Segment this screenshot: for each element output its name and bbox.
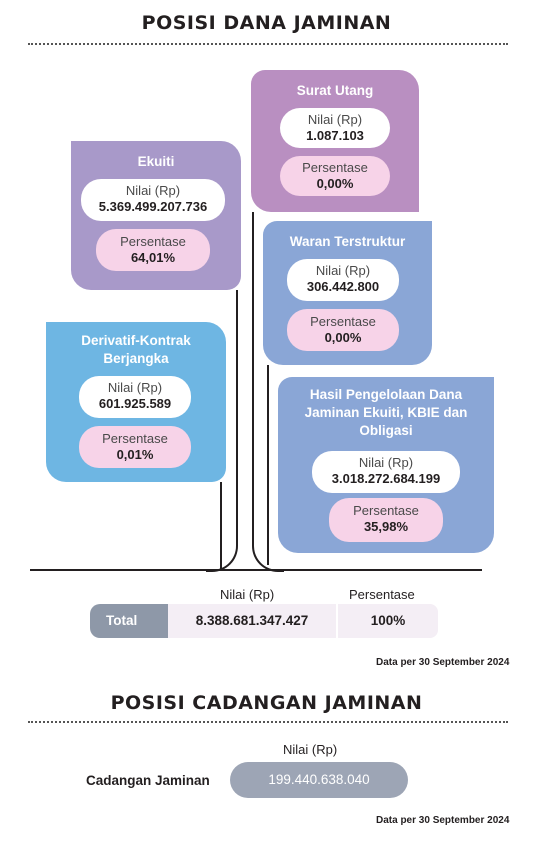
card-derivatif-kontrak: Derivatif-Kontrak Berjangka Nilai (Rp) 6… — [46, 322, 226, 482]
nilai-label: Nilai (Rp) — [307, 112, 363, 127]
persen-label: Persentase — [120, 234, 186, 249]
nilai-value: 601.925.589 — [98, 396, 172, 411]
persen-value: 0,00% — [316, 176, 354, 191]
nilai-label: Nilai (Rp) — [315, 263, 371, 278]
persen-label: Persentase — [102, 431, 168, 446]
card-ekuiti: Ekuiti Nilai (Rp) 5.369.499.207.736 Pers… — [71, 141, 241, 290]
card-waran-terstruktur: Waran Terstruktur Nilai (Rp) 306.442.800… — [263, 221, 432, 365]
card-hasil-pengelolaan: Hasil Pengelolaan Dana Jaminan Ekuiti, K… — [278, 377, 494, 553]
card-title-line-1: Hasil Pengelolaan Dana — [309, 387, 463, 402]
card-title: Waran Terstruktur — [289, 234, 406, 249]
nilai-value: 5.369.499.207.736 — [98, 199, 208, 214]
total-nilai-value: 8.388.681.347.427 — [168, 604, 336, 638]
card-title-line-3: Obligasi — [359, 423, 413, 438]
nilai-pill: Nilai (Rp) 601.925.589 — [79, 376, 191, 418]
nilai-pill: Nilai (Rp) 306.442.800 — [287, 259, 399, 301]
persen-value: 64,01% — [130, 250, 176, 265]
cadangan-data-note: Data per 30 September 2024 — [376, 815, 510, 826]
dana-data-note: Data per 30 September 2024 — [376, 657, 510, 668]
persen-pill: Persentase 0,00% — [287, 309, 399, 351]
nilai-pill: Nilai (Rp) 3.018.272.684.199 — [312, 451, 460, 493]
card-title: Surat Utang — [296, 83, 374, 98]
persen-value: 0,01% — [116, 447, 154, 462]
cadangan-title-divider — [28, 721, 508, 723]
persen-value: 0,00% — [324, 330, 362, 345]
connector-line — [267, 365, 269, 565]
total-nilai-header: Nilai (Rp) — [220, 587, 275, 602]
card-title-line-2: Berjangka — [103, 351, 169, 366]
total-persen-value: 100% — [338, 604, 438, 638]
card-surat-utang: Surat Utang Nilai (Rp) 1.087.103 Persent… — [251, 70, 419, 212]
connector-line — [236, 290, 238, 540]
nilai-value: 306.442.800 — [306, 279, 380, 294]
persen-label: Persentase — [310, 314, 376, 329]
nilai-label: Nilai (Rp) — [358, 455, 414, 470]
persen-pill: Persentase 0,01% — [79, 426, 191, 468]
card-title: Ekuiti — [137, 154, 175, 169]
nilai-label: Nilai (Rp) — [125, 183, 181, 198]
cadangan-label: Cadangan Jaminan — [86, 773, 210, 788]
card-title-line-1: Derivatif-Kontrak — [81, 333, 191, 348]
cadangan-value-pill: 199.440.638.040 — [230, 762, 408, 798]
card-title-line-2: Jaminan Ekuiti, KBIE dan — [304, 405, 468, 420]
cadangan-nilai-header: Nilai (Rp) — [283, 742, 338, 757]
nilai-value: 1.087.103 — [306, 128, 364, 143]
persen-value: 35,98% — [363, 519, 409, 534]
cadangan-title: POSISI CADANGAN JAMINAN — [110, 692, 423, 714]
persen-pill: Persentase 64,01% — [96, 229, 210, 271]
nilai-pill: Nilai (Rp) 1.087.103 — [280, 108, 390, 148]
dana-title-divider — [28, 43, 508, 45]
nilai-pill: Nilai (Rp) 5.369.499.207.736 — [81, 179, 225, 221]
total-persen-header: Persentase — [349, 587, 415, 602]
total-label: Total — [90, 604, 168, 638]
persen-pill: Persentase 35,98% — [329, 498, 443, 542]
persen-pill: Persentase 0,00% — [280, 156, 390, 196]
connector-curve — [206, 520, 238, 572]
dana-title: POSISI DANA JAMINAN — [141, 12, 392, 34]
nilai-value: 3.018.272.684.199 — [331, 471, 441, 486]
nilai-label: Nilai (Rp) — [107, 380, 163, 395]
persen-label: Persentase — [353, 503, 419, 518]
baseline — [30, 569, 482, 571]
persen-label: Persentase — [302, 160, 368, 175]
connector-line — [252, 212, 254, 542]
total-row: Total 8.388.681.347.427 100% — [90, 604, 438, 638]
